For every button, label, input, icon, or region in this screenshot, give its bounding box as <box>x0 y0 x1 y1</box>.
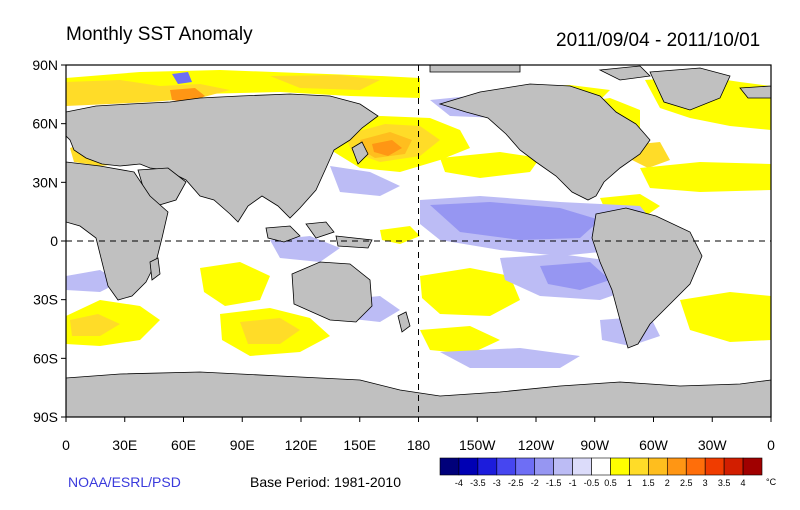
colorbar-tick-label: 3.5 <box>717 478 731 488</box>
date-range: 2011/09/04 - 2011/10/01 <box>556 30 761 51</box>
lat-tick-label: 30S <box>33 292 58 308</box>
colorbar-tick-label: 2 <box>664 478 670 488</box>
colorbar-swatch <box>553 457 573 476</box>
colorbar-swatch <box>610 457 630 476</box>
lon-tick-label: 150W <box>459 437 496 453</box>
colorbar-swatch <box>742 457 763 476</box>
colorbar-tick-label: -0.5 <box>583 478 600 488</box>
colorbar-tick-label: 2.5 <box>679 478 693 488</box>
lon-tick-label: 150E <box>343 437 376 453</box>
lat-tick-label: 90N <box>32 57 58 73</box>
colorbar-swatch <box>685 457 706 476</box>
lat-tick-label: 90S <box>33 409 58 425</box>
colorbar-swatch <box>534 457 554 476</box>
lon-tick-label: 0 <box>767 437 775 453</box>
lat-tick-label: 30N <box>32 174 58 190</box>
lon-tick-label: 30W <box>698 437 728 453</box>
colorbar-swatch <box>648 457 668 476</box>
lon-tick-label: 120W <box>518 437 555 453</box>
lon-tick-label: 60E <box>171 437 196 453</box>
colorbar-tick-label: 1 <box>626 478 632 488</box>
colorbar-swatch <box>723 457 744 476</box>
colorbar-swatch <box>591 457 611 476</box>
lon-tick-label: 90W <box>580 437 610 453</box>
credit-label: NOAA/ESRL/PSD <box>68 474 181 490</box>
colorbar-swatch <box>704 457 725 476</box>
colorbar-swatch <box>629 457 649 476</box>
colorbar-swatch <box>458 457 479 476</box>
colorbar-swatch <box>515 457 536 476</box>
lat-tick-label: 0 <box>50 233 58 249</box>
colorbar-swatch <box>572 457 592 476</box>
colorbar-tick-label: 1.5 <box>642 478 655 488</box>
lon-tick-label: 30E <box>112 437 137 453</box>
colorbar-tick-label: -3 <box>492 478 501 488</box>
base-period-label: Base Period: 1981-2010 <box>250 474 401 490</box>
colorbar-swatch <box>666 457 687 476</box>
colorbar-tick-label: -3.5 <box>470 478 486 488</box>
colorbar-tick-label: 4 <box>740 478 746 488</box>
lat-tick-label: 60S <box>33 350 58 366</box>
lon-tick-label: 0 <box>62 437 70 453</box>
land-masses <box>66 65 771 417</box>
colorbar-tick-label: -4 <box>454 478 463 488</box>
latitude-axis: 90N 60N 30N 0 30S 60S 90S <box>32 57 66 425</box>
lat-tick-label: 60N <box>32 116 58 132</box>
colorbar-swatch <box>439 457 460 476</box>
colorbar-tick-label: 3 <box>702 478 708 488</box>
colorbar-tick-label: -1.5 <box>545 478 562 488</box>
colorbar-unit: °C <box>766 477 777 487</box>
colorbar-tick-label: -2 <box>530 478 539 488</box>
colorbar-tick-label: -1 <box>568 478 577 488</box>
longitude-axis: 0 30E 60E 90E 120E 150E 180 150W 120W 90W 60W 30W 0 <box>62 417 775 453</box>
lon-tick-label: 120E <box>285 437 318 453</box>
colorbar <box>439 457 763 476</box>
colorbar-swatch <box>477 457 498 476</box>
lon-tick-label: 90E <box>230 437 255 453</box>
colorbar-tick-label: 0.5 <box>604 478 617 488</box>
lon-tick-label: 180 <box>407 437 431 453</box>
lon-tick-label: 60W <box>639 437 669 453</box>
colorbar-tick-label: -2.5 <box>507 478 524 488</box>
colorbar-swatch <box>496 457 517 476</box>
map-title: Monthly SST Anomaly <box>66 24 253 45</box>
